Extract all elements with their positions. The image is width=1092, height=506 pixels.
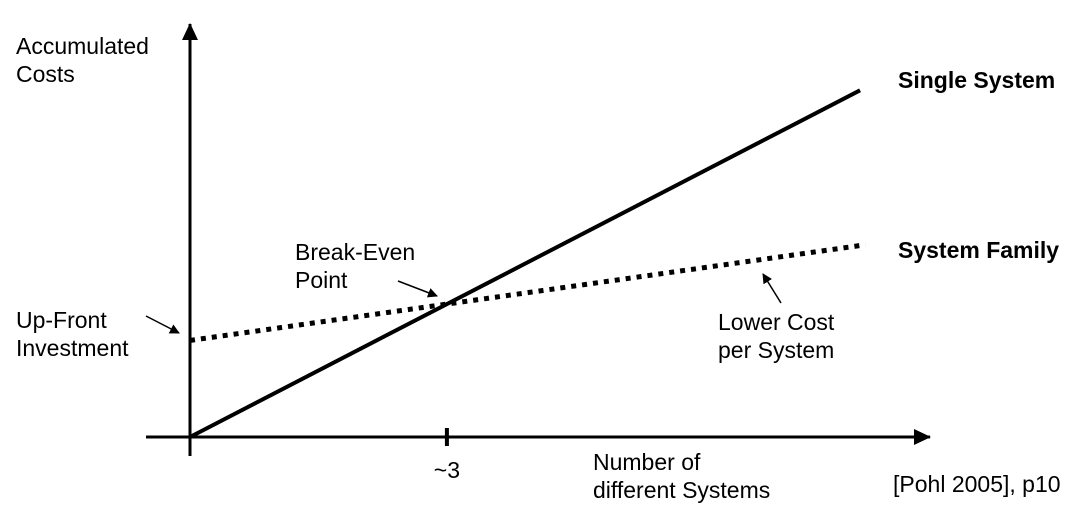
citation: [Pohl 2005], p10 bbox=[893, 471, 1061, 497]
series-line-system-family bbox=[189, 242, 866, 343]
y-axis-title: Accumulated Costs bbox=[16, 33, 149, 88]
break-even-point-arrow bbox=[397, 280, 438, 298]
series-layer bbox=[189, 88, 866, 439]
annotation-layer bbox=[145, 273, 782, 334]
up-front-investment-annotation: Up-Front Investment bbox=[16, 307, 129, 362]
series-label-system-family: System Family bbox=[898, 237, 1060, 263]
lower-cost-annotation: Lower Cost per System bbox=[718, 309, 835, 364]
x-axis-title: Number of different Systems bbox=[593, 449, 771, 504]
series-line-single-system bbox=[189, 88, 861, 439]
break-even-point-annotation: Break-Even Point bbox=[295, 239, 416, 294]
series-label-single-system: Single System bbox=[898, 67, 1056, 93]
lower-cost-arrow bbox=[762, 273, 782, 304]
x-tick-label: ~3 bbox=[433, 457, 461, 483]
axis-layer bbox=[146, 23, 931, 456]
up-front-investment-arrow bbox=[145, 315, 180, 334]
